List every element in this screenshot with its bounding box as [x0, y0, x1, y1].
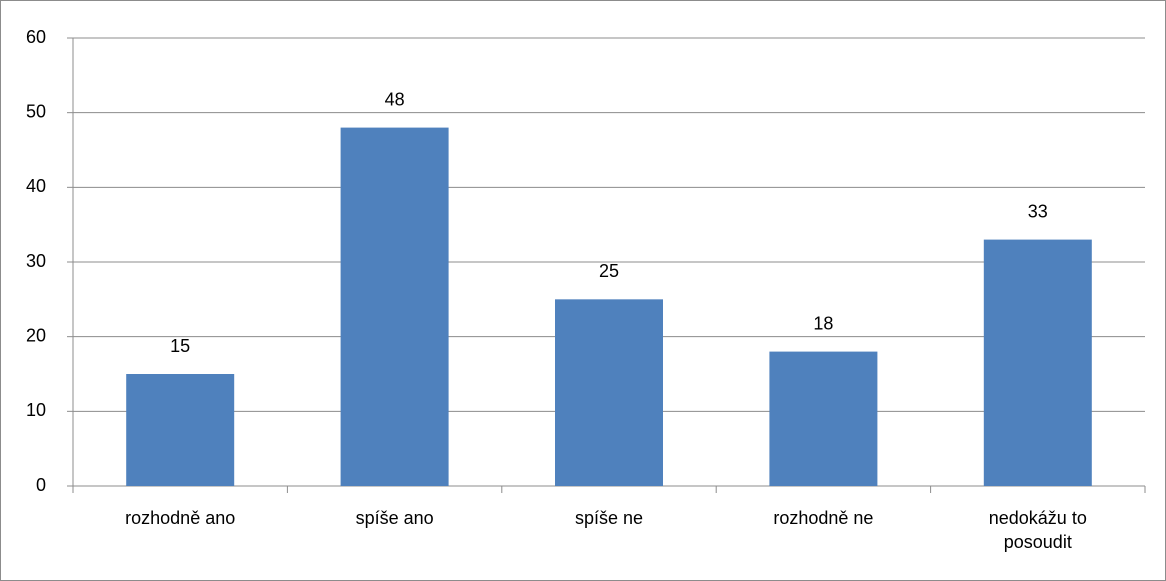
x-tick-label: nedokážu to posoudit: [988, 508, 1087, 552]
data-label: 25: [599, 261, 619, 281]
bar: [126, 374, 235, 486]
data-label: 33: [1028, 201, 1048, 221]
x-tick-label: spíše ano: [355, 508, 434, 528]
bar: [769, 351, 878, 486]
y-tick-label: 30: [26, 251, 46, 271]
y-tick-label: 0: [36, 475, 46, 495]
data-label: 18: [813, 313, 833, 333]
y-tick-label: 40: [26, 176, 46, 196]
bar: [555, 299, 663, 486]
bar: [983, 239, 1092, 486]
y-tick-label: 60: [26, 27, 46, 47]
x-tick-label: spíše ne: [574, 508, 644, 528]
x-tick-label: rozhodně ano: [125, 508, 236, 528]
x-tick-label: rozhodně ne: [773, 508, 874, 528]
data-label: 48: [385, 89, 405, 109]
y-tick-label: 10: [26, 400, 46, 420]
bar: [340, 127, 449, 486]
y-tick-label: 20: [26, 325, 46, 345]
data-label: 15: [170, 336, 190, 356]
y-tick-label: 50: [26, 101, 46, 121]
